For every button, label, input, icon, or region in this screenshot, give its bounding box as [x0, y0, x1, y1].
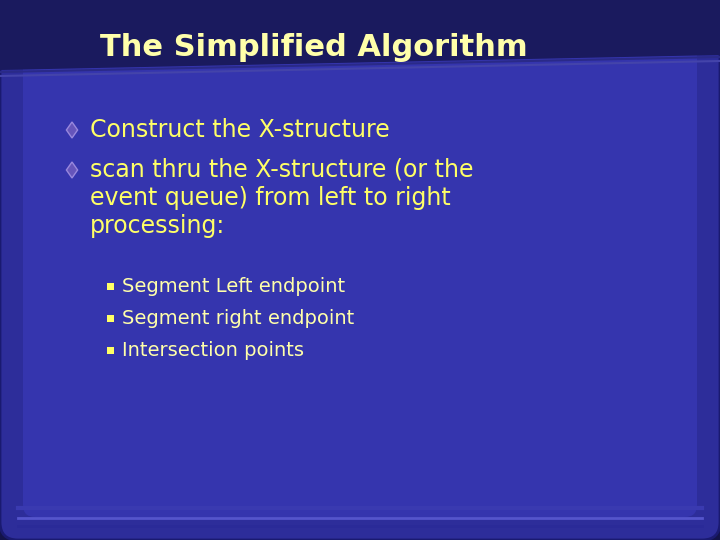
Text: event queue) from left to right: event queue) from left to right — [90, 186, 451, 210]
Polygon shape — [66, 122, 78, 138]
Text: processing:: processing: — [90, 214, 225, 238]
Text: Segment Left endpoint: Segment Left endpoint — [122, 276, 345, 295]
Text: Intersection points: Intersection points — [122, 341, 304, 360]
Text: scan thru the X-structure (or the: scan thru the X-structure (or the — [90, 158, 474, 182]
Text: The Simplified Algorithm: The Simplified Algorithm — [100, 33, 528, 63]
Text: Segment right endpoint: Segment right endpoint — [122, 308, 354, 327]
Polygon shape — [66, 162, 78, 178]
Polygon shape — [0, 0, 720, 70]
Text: Construct the X-structure: Construct the X-structure — [90, 118, 390, 142]
Polygon shape — [107, 347, 114, 354]
Polygon shape — [107, 314, 114, 321]
Polygon shape — [107, 282, 114, 289]
FancyBboxPatch shape — [23, 23, 697, 517]
